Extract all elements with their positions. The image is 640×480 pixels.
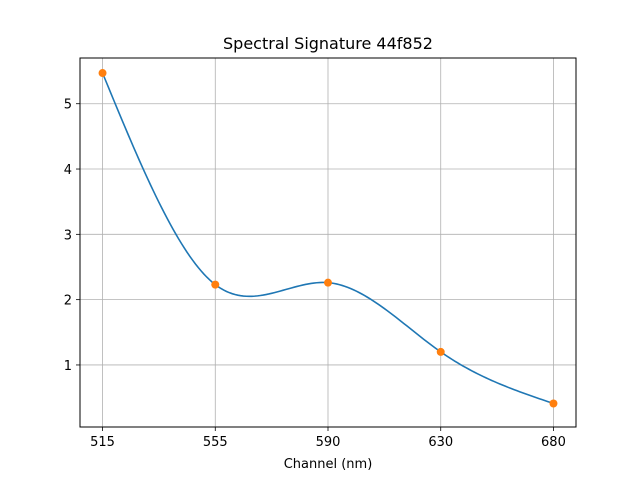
data-point — [98, 69, 107, 78]
data-point — [211, 280, 220, 289]
y-tick-label: 2 — [64, 294, 72, 309]
x-tick-label: 590 — [316, 435, 341, 450]
grid-lines — [80, 58, 576, 427]
y-tick-label: 4 — [64, 163, 72, 178]
x-tick-label: 630 — [428, 435, 453, 450]
x-axis-label: Channel (nm) — [284, 457, 373, 472]
data-point — [436, 347, 445, 356]
y-tick-label: 5 — [64, 98, 72, 113]
x-tick-label: 515 — [90, 435, 115, 450]
y-tick-label: 1 — [64, 359, 72, 374]
y-axis-ticks: 1 2 3 4 5 — [64, 98, 80, 374]
x-tick-label: 680 — [541, 435, 566, 450]
data-point — [549, 399, 558, 408]
data-point — [324, 278, 332, 287]
x-axis-ticks: 515 555 590 630 680 — [90, 427, 566, 450]
series-markers — [98, 69, 558, 408]
chart-title: Spectral Signature 44f852 — [223, 34, 433, 53]
x-tick-label: 555 — [203, 435, 228, 450]
y-tick-label: 3 — [64, 228, 72, 243]
